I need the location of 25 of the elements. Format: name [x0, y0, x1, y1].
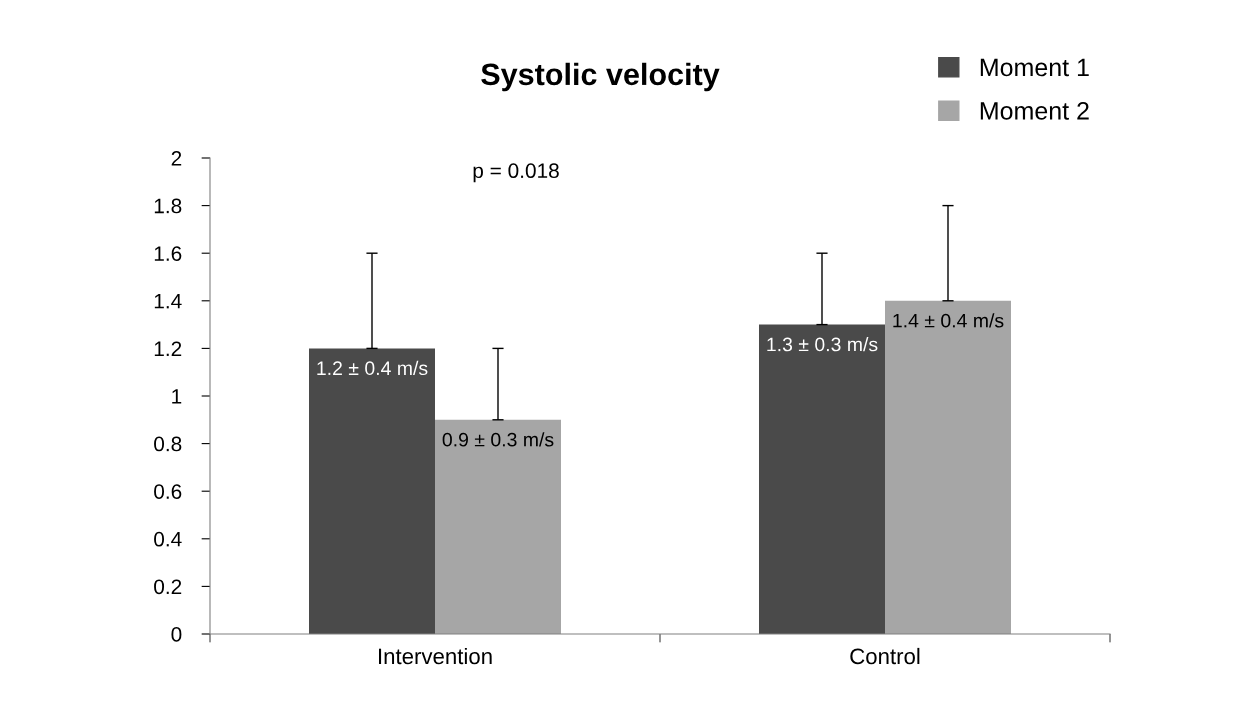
x-tick-label: Control	[850, 647, 920, 665]
y-tick-label: 0.2	[154, 579, 182, 595]
y-tick-label: 0.8	[154, 436, 182, 452]
bar	[435, 419, 561, 634]
y-tick-label: 0	[171, 627, 182, 642]
y-tick-label: 2	[171, 151, 182, 166]
y-tick-label: 1.2	[154, 341, 182, 356]
y-tick-label: 1	[172, 389, 182, 404]
bar	[759, 324, 885, 634]
legend-label: Moment 1	[980, 58, 1089, 77]
annotation: p = 0.018	[473, 163, 559, 183]
chart-title: Systolic velocity	[481, 62, 720, 92]
y-tick-label: 1.6	[154, 246, 182, 261]
data-label: 1.3 ± 0.3 m/s	[767, 337, 878, 352]
y-tick-label: 1.4	[154, 294, 182, 309]
y-tick-label: 1.8	[154, 198, 182, 214]
x-tick-label: Intervention	[378, 647, 492, 665]
data-label: 1.2 ± 0.4 m/s	[317, 360, 428, 376]
y-tick-label: 0.6	[154, 484, 182, 499]
bar	[309, 348, 435, 634]
y-tick-label: 0.4	[154, 531, 182, 547]
data-label: 0.9 ± 0.3 m/s	[442, 432, 554, 447]
data-label: 1.4 ± 0.4 m/s	[893, 313, 1004, 328]
legend-label: Moment 2	[980, 102, 1089, 120]
bar	[885, 300, 1011, 634]
